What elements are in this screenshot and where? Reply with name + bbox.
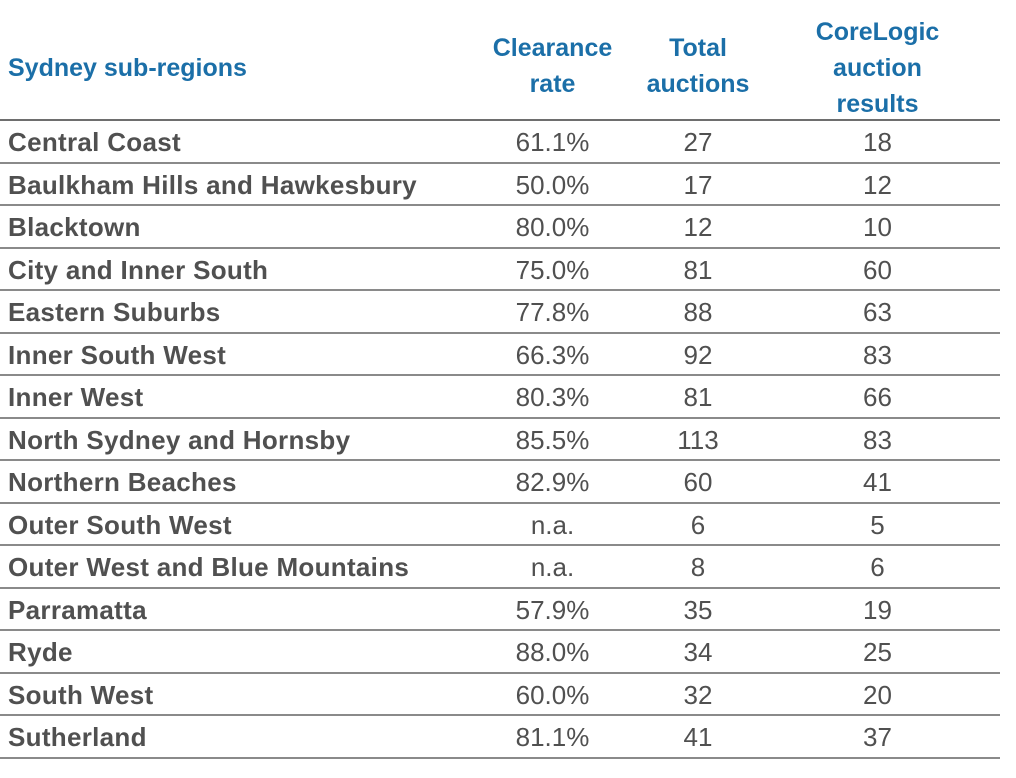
total-auctions-cell: 6 xyxy=(690,509,706,540)
table-row: Outer South West n.a. 6 5 xyxy=(0,504,1000,546)
clearance-rate-cell: 57.9% xyxy=(515,594,590,625)
header-total-line2: auctions xyxy=(646,70,750,98)
auction-results-table: Sydney sub-regions Clearance rate Total … xyxy=(0,0,1000,759)
region-cell: Outer West and Blue Mountains xyxy=(8,552,410,582)
table-row: Inner South West 66.3% 92 83 xyxy=(0,334,1000,376)
region-cell: Inner South West xyxy=(8,339,227,370)
corelogic-results-cell: 37 xyxy=(863,722,892,752)
header-clearance-line1: Clearance xyxy=(492,34,613,62)
table-row: North Sydney and Hornsby 85.5% 113 83 xyxy=(0,419,1000,461)
total-auctions-cell: 113 xyxy=(677,424,719,455)
corelogic-results-cell: 66 xyxy=(863,382,892,412)
total-auctions-cell: 88 xyxy=(683,297,713,327)
corelogic-results-cell: 12 xyxy=(863,169,892,200)
region-cell: Eastern Suburbs xyxy=(8,297,221,327)
table-row: Central Coast 61.1% 27 18 xyxy=(0,121,1000,164)
total-auctions-cell: 81 xyxy=(683,382,713,412)
corelogic-results-cell: 25 xyxy=(863,637,892,667)
clearance-rate-cell: 82.9% xyxy=(515,467,590,497)
table-row: City and Inner South 75.0% 81 60 xyxy=(0,249,1000,291)
table-row: Northern Beaches 82.9% 60 41 xyxy=(0,461,1000,504)
region-cell: Outer South West xyxy=(8,509,232,540)
region-cell: Blacktown xyxy=(8,212,141,242)
total-auctions-cell: 34 xyxy=(683,637,713,667)
table-row: Sutherland 81.1% 41 37 xyxy=(0,716,1000,759)
total-auctions-cell: 35 xyxy=(683,594,713,625)
header-core-line1: CoreLogic xyxy=(815,18,940,46)
table-row: Baulkham Hills and Hawkesbury 50.0% 17 12 xyxy=(0,164,1000,206)
table-row: Outer West and Blue Mountains n.a. 8 6 xyxy=(0,546,1000,589)
corelogic-results-cell: 63 xyxy=(863,297,892,327)
region-cell: City and Inner South xyxy=(8,254,269,285)
header-corelogic-results: CoreLogic auction results xyxy=(800,14,955,122)
total-auctions-cell: 60 xyxy=(683,467,713,497)
header-clearance-line2: rate xyxy=(529,70,576,98)
corelogic-results-cell: 6 xyxy=(870,552,885,582)
region-cell: Central Coast xyxy=(8,127,181,157)
header-divider xyxy=(0,119,1000,121)
table-header: Sydney sub-regions Clearance rate Total … xyxy=(0,0,1000,118)
clearance-rate-cell: n.a. xyxy=(530,509,575,540)
clearance-rate-cell: 50.0% xyxy=(515,169,590,200)
table-row: Ryde 88.0% 34 25 xyxy=(0,631,1000,674)
corelogic-results-cell: 20 xyxy=(863,679,892,710)
table-row: Eastern Suburbs 77.8% 88 63 xyxy=(0,291,1000,334)
clearance-rate-cell: 66.3% xyxy=(515,339,590,370)
clearance-rate-cell: 77.8% xyxy=(515,297,590,327)
header-total-auctions: Total auctions xyxy=(628,30,768,102)
total-auctions-cell: 8 xyxy=(690,552,706,582)
corelogic-results-cell: 10 xyxy=(863,212,892,242)
corelogic-results-cell: 83 xyxy=(863,339,892,370)
region-cell: South West xyxy=(8,679,154,710)
total-auctions-cell: 27 xyxy=(683,127,713,157)
total-auctions-cell: 12 xyxy=(683,212,713,242)
header-total-line1: Total xyxy=(669,34,727,62)
clearance-rate-cell: 88.0% xyxy=(515,637,590,667)
total-auctions-cell: 92 xyxy=(683,339,713,370)
total-auctions-cell: 17 xyxy=(683,169,713,200)
corelogic-results-cell: 83 xyxy=(863,424,892,455)
header-region: Sydney sub-regions xyxy=(8,50,247,86)
header-clearance-rate: Clearance rate xyxy=(470,30,635,102)
clearance-rate-cell: n.a. xyxy=(530,552,575,582)
total-auctions-cell: 32 xyxy=(683,679,713,710)
corelogic-results-cell: 41 xyxy=(863,467,892,497)
region-cell: Sutherland xyxy=(8,722,147,752)
header-core-line2: auction xyxy=(833,54,922,82)
region-cell: Northern Beaches xyxy=(8,467,237,497)
clearance-rate-cell: 61.1% xyxy=(515,127,590,157)
region-cell: Parramatta xyxy=(8,594,147,625)
region-cell: Baulkham Hills and Hawkesbury xyxy=(8,169,417,200)
region-cell: Inner West xyxy=(8,382,144,412)
table-row: Blacktown 80.0% 12 10 xyxy=(0,206,1000,249)
table-row: Parramatta 57.9% 35 19 xyxy=(0,589,1000,631)
clearance-rate-cell: 85.5% xyxy=(515,424,590,455)
table-row: Inner West 80.3% 81 66 xyxy=(0,376,1000,419)
corelogic-results-cell: 5 xyxy=(870,509,885,540)
table-row: South West 60.0% 32 20 xyxy=(0,674,1000,716)
clearance-rate-cell: 80.3% xyxy=(515,382,590,412)
region-cell: Ryde xyxy=(8,637,73,667)
region-cell: North Sydney and Hornsby xyxy=(8,424,351,455)
clearance-rate-cell: 80.0% xyxy=(515,212,590,242)
corelogic-results-cell: 60 xyxy=(863,254,892,285)
clearance-rate-cell: 75.0% xyxy=(515,254,590,285)
corelogic-results-cell: 19 xyxy=(863,594,892,625)
header-core-line3: results xyxy=(836,90,919,118)
table-body: Central Coast 61.1% 27 18 Baulkham Hills and… xyxy=(0,121,1000,759)
clearance-rate-cell: 60.0% xyxy=(515,679,590,710)
clearance-rate-cell: 81.1% xyxy=(515,722,590,752)
total-auctions-cell: 41 xyxy=(683,722,713,752)
header-region-label: Sydney sub-regions xyxy=(8,54,247,82)
corelogic-results-cell: 18 xyxy=(863,127,892,157)
total-auctions-cell: 81 xyxy=(683,254,713,285)
